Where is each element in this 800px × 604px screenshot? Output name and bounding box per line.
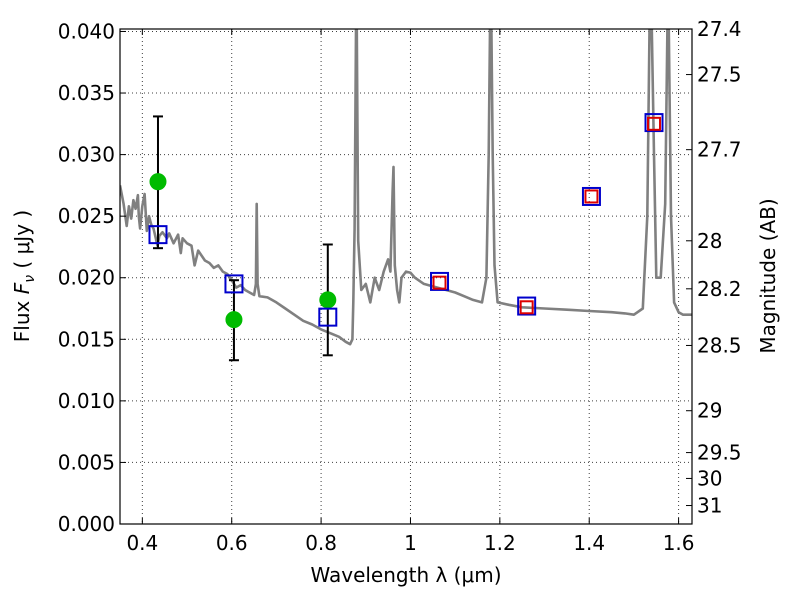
synthetic-point-red bbox=[647, 116, 662, 131]
x-tick-label: 1.6 bbox=[663, 531, 695, 555]
y2-tick-label: 27.5 bbox=[697, 63, 742, 87]
synthetic-point-red bbox=[432, 275, 447, 290]
y-axis-label-subscript: ν bbox=[22, 275, 38, 283]
y-tick-label: 0.000 bbox=[58, 512, 115, 536]
y2-axis-ticks: 27.4 27.5 27.7 28 28.2 28.5 29 29.530 31 bbox=[686, 17, 742, 518]
x-axis-label: Wavelength λ (μm) bbox=[310, 563, 501, 587]
x-tick-label: 1.2 bbox=[484, 531, 516, 555]
observed-point bbox=[149, 173, 167, 191]
plot-background bbox=[120, 29, 692, 524]
spectrum-line bbox=[120, 29, 692, 346]
y-tick-label: 0.035 bbox=[58, 81, 115, 105]
y-axis-label: Flux Fν ( μJy ) bbox=[10, 210, 38, 342]
x-tick-label: 0.6 bbox=[216, 531, 248, 555]
synthetic-point-blue bbox=[430, 271, 450, 291]
y-tick-label: 0.010 bbox=[58, 389, 115, 413]
y-tick-label: 0.030 bbox=[58, 143, 115, 167]
y-axis-label-prefix: Flux bbox=[10, 294, 34, 342]
y2-tick-label: 27.4 bbox=[697, 17, 742, 41]
x-tick-label: 1 bbox=[404, 531, 417, 555]
y-axis-label-variable: F bbox=[10, 282, 34, 294]
y-tick-label: 0.015 bbox=[58, 327, 115, 351]
synthetic-point-blue bbox=[517, 296, 537, 316]
y2-axis-label: Magnitude (AB) bbox=[756, 198, 780, 353]
marks-layer bbox=[148, 113, 664, 362]
y2-tick-label: 28.5 bbox=[697, 333, 742, 357]
y2-tick-label: 28.2 bbox=[697, 277, 742, 301]
synthetic-point-blue bbox=[224, 274, 244, 294]
y2-tick-label: 27.7 bbox=[697, 138, 742, 162]
y-tick-label: 0.020 bbox=[58, 266, 115, 290]
y-axis-label-suffix: ( μJy ) bbox=[10, 210, 34, 275]
y2-tick-label: 28 bbox=[697, 229, 722, 253]
synthetic-point-red bbox=[519, 300, 534, 315]
y-tick-label: 0.025 bbox=[58, 204, 115, 228]
spectrum-layer bbox=[120, 29, 692, 346]
x-tick-label: 0.8 bbox=[305, 531, 337, 555]
synthetic-point-blue bbox=[644, 113, 664, 133]
y2-tick-label: 29 bbox=[697, 399, 722, 423]
y2-tick-label: 29.5 bbox=[697, 441, 742, 465]
y-axis-ticks: 0.000 0.005 0.010 0.015 0.020 0.025 0.030 0.035… bbox=[58, 19, 126, 536]
x-axis-ticks: 0.4 0.6 0.8 1 1.2 1.4 1.6 bbox=[126, 29, 695, 555]
observed-point bbox=[225, 311, 243, 329]
synthetic-point-blue bbox=[318, 307, 338, 327]
y-tick-label: 0.005 bbox=[58, 450, 115, 474]
x-tick-label: 0.4 bbox=[126, 531, 158, 555]
y2-tick-label: 30 bbox=[697, 466, 722, 490]
synthetic-point-red bbox=[584, 189, 599, 204]
synthetic-point-blue bbox=[148, 225, 168, 245]
observed-point bbox=[319, 291, 337, 309]
plot-frame bbox=[119, 28, 693, 525]
y2-tick-label: 31 bbox=[697, 494, 722, 518]
synthetic-point-blue bbox=[581, 186, 601, 206]
x-tick-label: 1.4 bbox=[573, 531, 605, 555]
y-tick-label: 0.040 bbox=[58, 19, 115, 43]
